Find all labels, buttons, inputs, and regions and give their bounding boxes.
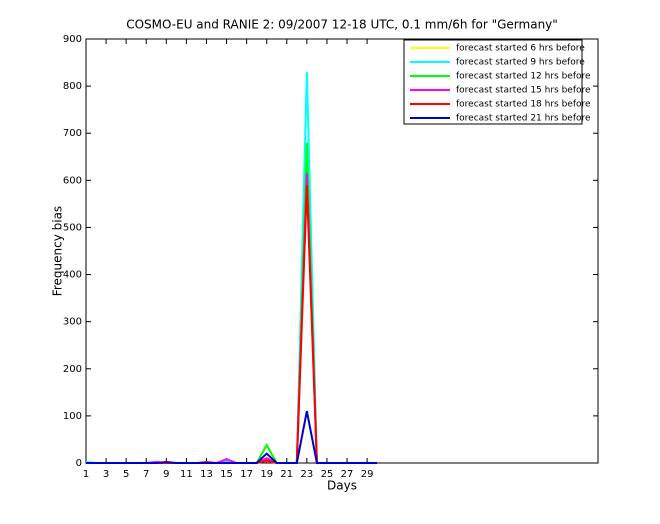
y-tick-label: 900 bbox=[63, 34, 82, 45]
x-tick-label: 11 bbox=[180, 469, 193, 480]
series-line bbox=[86, 410, 378, 464]
legend-label: forecast started 15 hrs before bbox=[456, 86, 591, 96]
legend-label: forecast started 18 hrs before bbox=[456, 100, 591, 110]
y-tick-label: 600 bbox=[63, 175, 82, 186]
legend-label: forecast started 9 hrs before bbox=[456, 58, 585, 68]
chart-title: COSMO-EU and RANIE 2: 09/2007 12-18 UTC,… bbox=[126, 18, 558, 32]
y-tick-label: 300 bbox=[63, 317, 82, 328]
legend-box bbox=[403, 39, 583, 125]
y-tick-label: 0 bbox=[76, 458, 82, 469]
x-tick-label: 7 bbox=[143, 469, 149, 480]
x-tick-label: 13 bbox=[200, 469, 213, 480]
x-tick-label: 27 bbox=[341, 469, 354, 480]
x-tick-label: 17 bbox=[240, 469, 253, 480]
legend-label: forecast started 6 hrs before bbox=[456, 44, 585, 54]
y-axis-label: Frequency bias bbox=[51, 206, 65, 296]
x-tick-label: 1 bbox=[83, 469, 89, 480]
legend-label: forecast started 21 hrs before bbox=[456, 114, 591, 124]
x-axis-label: Days bbox=[327, 479, 357, 493]
y-tick-label: 700 bbox=[63, 128, 82, 139]
y-tick-label: 100 bbox=[63, 411, 82, 422]
y-tick-label: 400 bbox=[63, 270, 82, 281]
legend-label: forecast started 12 hrs before bbox=[456, 72, 591, 82]
y-tick-label: 800 bbox=[63, 81, 82, 92]
x-tick-label: 9 bbox=[163, 469, 169, 480]
x-tick-label: 3 bbox=[103, 469, 109, 480]
x-tick-label: 21 bbox=[280, 469, 293, 480]
x-tick-label: 5 bbox=[123, 469, 129, 480]
y-tick-label: 500 bbox=[63, 222, 82, 233]
x-tick-label: 29 bbox=[361, 469, 374, 480]
x-tick-label: 15 bbox=[220, 469, 233, 480]
x-tick-label: 19 bbox=[260, 469, 273, 480]
y-tick-label: 200 bbox=[63, 364, 82, 375]
x-tick-label: 25 bbox=[321, 469, 334, 480]
x-tick-label: 23 bbox=[300, 469, 313, 480]
